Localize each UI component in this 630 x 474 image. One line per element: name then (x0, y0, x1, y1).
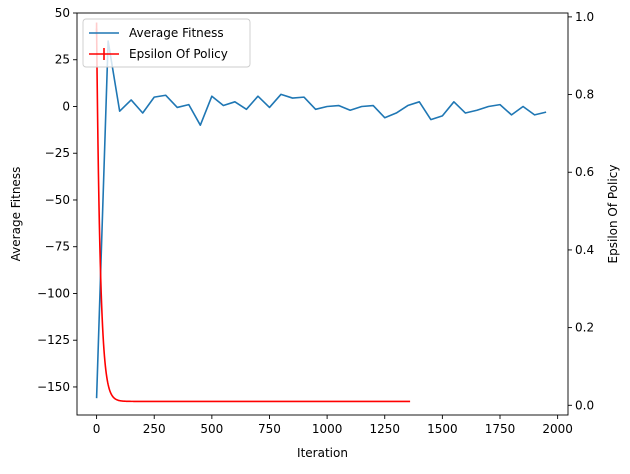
right-y-axis-ticks: 0.0 0.2 0.4 0.6 0.8 1.0 (568, 10, 594, 412)
right-y-tick-label: 0.0 (575, 398, 594, 412)
x-tick-label: 0 (93, 422, 101, 436)
legend-box (82, 18, 251, 68)
left-y-tick-label: 0 (62, 99, 70, 113)
left-y-tick-label: 25 (55, 53, 70, 67)
legend-label-fitness: Average Fitness (129, 26, 224, 40)
x-axis-label: Iteration (297, 446, 348, 460)
left-y-tick-label: −25 (45, 146, 70, 160)
left-y-tick-label: −75 (45, 240, 70, 254)
right-y-axis-label: Epsilon Of Policy (606, 165, 620, 264)
left-y-axis-label: Average Fitness (9, 167, 23, 262)
plot-frame (76, 12, 569, 416)
legend: Average Fitness Epsilon Of Policy (82, 18, 251, 68)
right-y-tick-label: 1.0 (575, 10, 594, 24)
x-axis-ticks: 0 250 500 750 1000 1250 1500 1750 2000 (93, 415, 573, 436)
x-tick-label: 250 (143, 422, 166, 436)
left-y-tick-label: 50 (55, 6, 70, 20)
left-y-axis-ticks: 50 25 0 −25 −50 −75 −100 −125 −150 (37, 6, 77, 394)
right-y-tick-label: 0.8 (575, 88, 594, 102)
left-y-tick-label: −150 (37, 380, 70, 394)
right-y-tick-label: 0.6 (575, 165, 594, 179)
x-tick-label: 1500 (427, 422, 458, 436)
x-tick-label: 2000 (542, 422, 573, 436)
x-tick-label: 750 (258, 422, 281, 436)
x-tick-label: 1750 (485, 422, 516, 436)
left-y-tick-label: −125 (37, 333, 70, 347)
right-y-tick-label: 0.4 (575, 243, 594, 257)
x-tick-label: 1250 (369, 422, 400, 436)
fitness-series-line (95, 40, 547, 399)
right-y-tick-label: 0.2 (575, 321, 594, 335)
epsilon-series-line (95, 28, 411, 403)
plot-area-background (77, 13, 568, 415)
left-y-tick-label: −50 (45, 193, 70, 207)
fitness-series (95, 40, 547, 399)
left-y-tick-label: −100 (37, 286, 70, 300)
x-tick-label: 500 (200, 422, 223, 436)
legend-label-epsilon: Epsilon Of Policy (129, 47, 228, 61)
x-tick-label: 1000 (312, 422, 343, 436)
